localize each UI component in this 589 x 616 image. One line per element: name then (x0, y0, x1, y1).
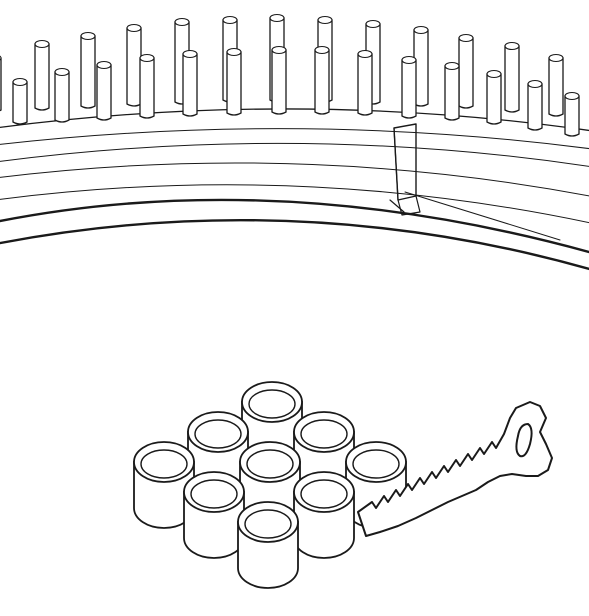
loom-peg-front (314, 45, 330, 115)
loom-peg-front (182, 49, 198, 117)
loom-peg-front (139, 53, 155, 119)
ring-outer-edge (0, 198, 589, 254)
loom-peg-back (548, 53, 564, 117)
gauge-clip (389, 123, 421, 216)
loom-peg-back (504, 41, 520, 113)
loom-pegs (0, 13, 580, 137)
ring-back-edge (0, 108, 589, 132)
loom-peg-back (34, 39, 50, 111)
ring-middle-line (0, 162, 589, 197)
spacer (293, 471, 355, 559)
loom-peg-back (413, 25, 429, 107)
loom-peg-front (226, 47, 242, 116)
loom-peg-back (458, 33, 474, 109)
spacer (237, 501, 299, 589)
hook-tool (357, 401, 553, 537)
loom-peg-front (357, 49, 373, 116)
loom-peg-front (271, 45, 287, 115)
loom-peg-front (444, 61, 460, 121)
loom-peg-front (54, 67, 70, 123)
loom-peg-back (0, 55, 2, 112)
spacer-set (133, 381, 407, 589)
ring-lower-line (0, 184, 589, 224)
ring-upper-line (0, 142, 589, 167)
loom-peg-back (126, 23, 142, 107)
loom-peg-front (401, 55, 417, 119)
loom-peg-front (12, 77, 28, 125)
loom-peg-front (486, 69, 502, 125)
spacer (133, 441, 195, 529)
loom-peg-front (564, 91, 580, 137)
ring-inner-rim (404, 191, 561, 241)
loom-peg-back (80, 31, 96, 109)
ring-top-line (0, 128, 589, 150)
loom-ring (0, 108, 589, 271)
ring-bottom-edge (0, 218, 589, 271)
loom-peg-front (96, 60, 112, 121)
loom-peg-front (527, 79, 543, 131)
spacer (183, 471, 245, 559)
